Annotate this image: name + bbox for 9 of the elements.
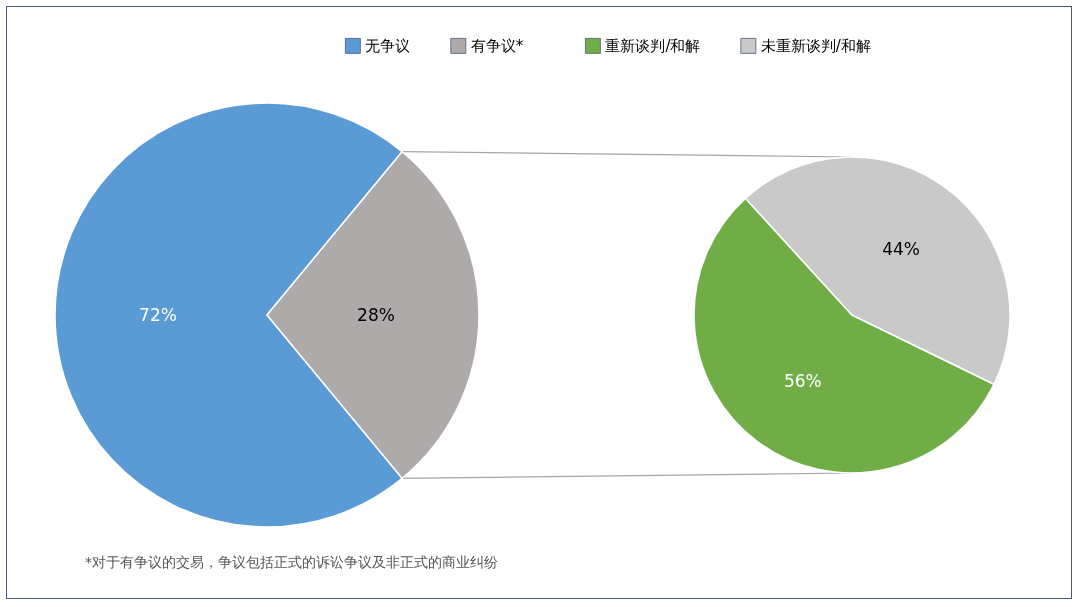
text: *对于有争议的交易，争议包括正式的诉讼争议及非正式的商业纠纷	[85, 554, 498, 570]
legend-label: 未重新谈判/和解	[760, 36, 871, 55]
legend-label: 有争议*	[470, 36, 524, 55]
data-label: 72%	[139, 305, 177, 325]
data-label: 44%	[882, 239, 921, 260]
data-label: 56%	[783, 370, 822, 391]
legend-label: 无争议	[365, 36, 411, 55]
data-label: 28%	[357, 305, 395, 325]
legend-label: 重新谈判/和解	[605, 36, 701, 55]
